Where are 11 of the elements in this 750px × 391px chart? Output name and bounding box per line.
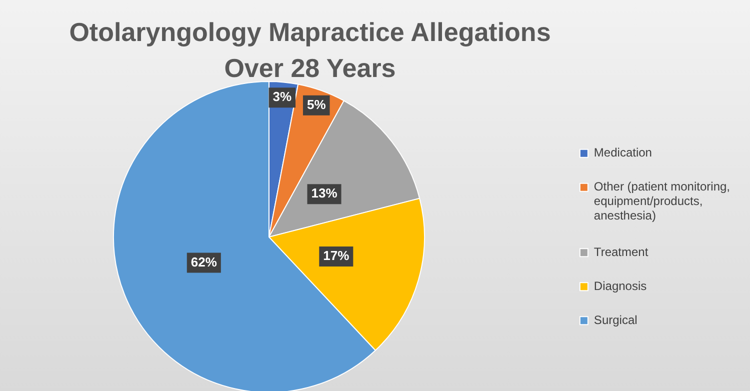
data-label: 5%	[306, 96, 326, 112]
legend-label: Diagnosis	[594, 278, 647, 293]
legend-label: Treatment	[594, 244, 649, 259]
legend-label: Surgical	[594, 312, 638, 327]
data-label: 13%	[311, 186, 338, 201]
legend-label: Other (patient monitoring, equipment/products, anesthesia)	[594, 180, 730, 223]
data-label: 17%	[323, 248, 350, 264]
data-label: 3%	[272, 89, 292, 104]
chart-title: Otolaryngology Mapractice Allegations Over 28 Years	[68, 16, 552, 85]
data-label: 62%	[190, 254, 218, 270]
legend-label: Medication	[594, 146, 652, 160]
